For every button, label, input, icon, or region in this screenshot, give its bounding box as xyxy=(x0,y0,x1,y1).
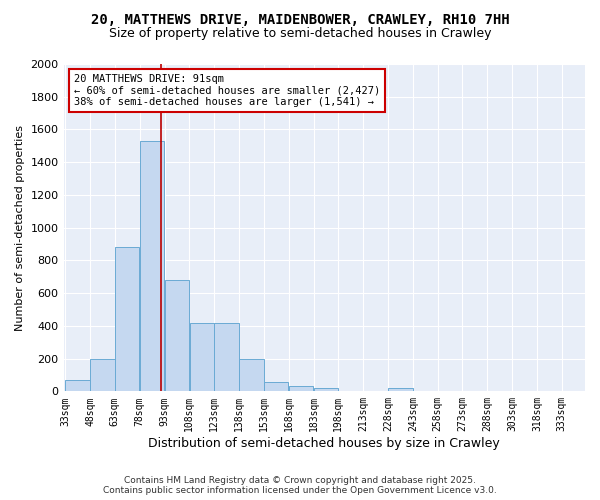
Bar xyxy=(314,388,338,392)
Text: Contains HM Land Registry data © Crown copyright and database right 2025.
Contai: Contains HM Land Registry data © Crown c… xyxy=(103,476,497,495)
Bar xyxy=(289,386,313,392)
Bar xyxy=(65,380,90,392)
Bar xyxy=(190,322,214,392)
Bar xyxy=(165,280,189,392)
Bar xyxy=(239,358,263,392)
Text: Size of property relative to semi-detached houses in Crawley: Size of property relative to semi-detach… xyxy=(109,28,491,40)
Bar xyxy=(115,248,139,392)
X-axis label: Distribution of semi-detached houses by size in Crawley: Distribution of semi-detached houses by … xyxy=(148,437,500,450)
Text: 20 MATTHEWS DRIVE: 91sqm
← 60% of semi-detached houses are smaller (2,427)
38% o: 20 MATTHEWS DRIVE: 91sqm ← 60% of semi-d… xyxy=(74,74,380,107)
Bar xyxy=(388,388,413,392)
Bar xyxy=(90,358,115,392)
Bar xyxy=(264,382,289,392)
Text: 20, MATTHEWS DRIVE, MAIDENBOWER, CRAWLEY, RH10 7HH: 20, MATTHEWS DRIVE, MAIDENBOWER, CRAWLEY… xyxy=(91,12,509,26)
Bar xyxy=(140,141,164,392)
Y-axis label: Number of semi-detached properties: Number of semi-detached properties xyxy=(15,124,25,330)
Bar xyxy=(214,322,239,392)
